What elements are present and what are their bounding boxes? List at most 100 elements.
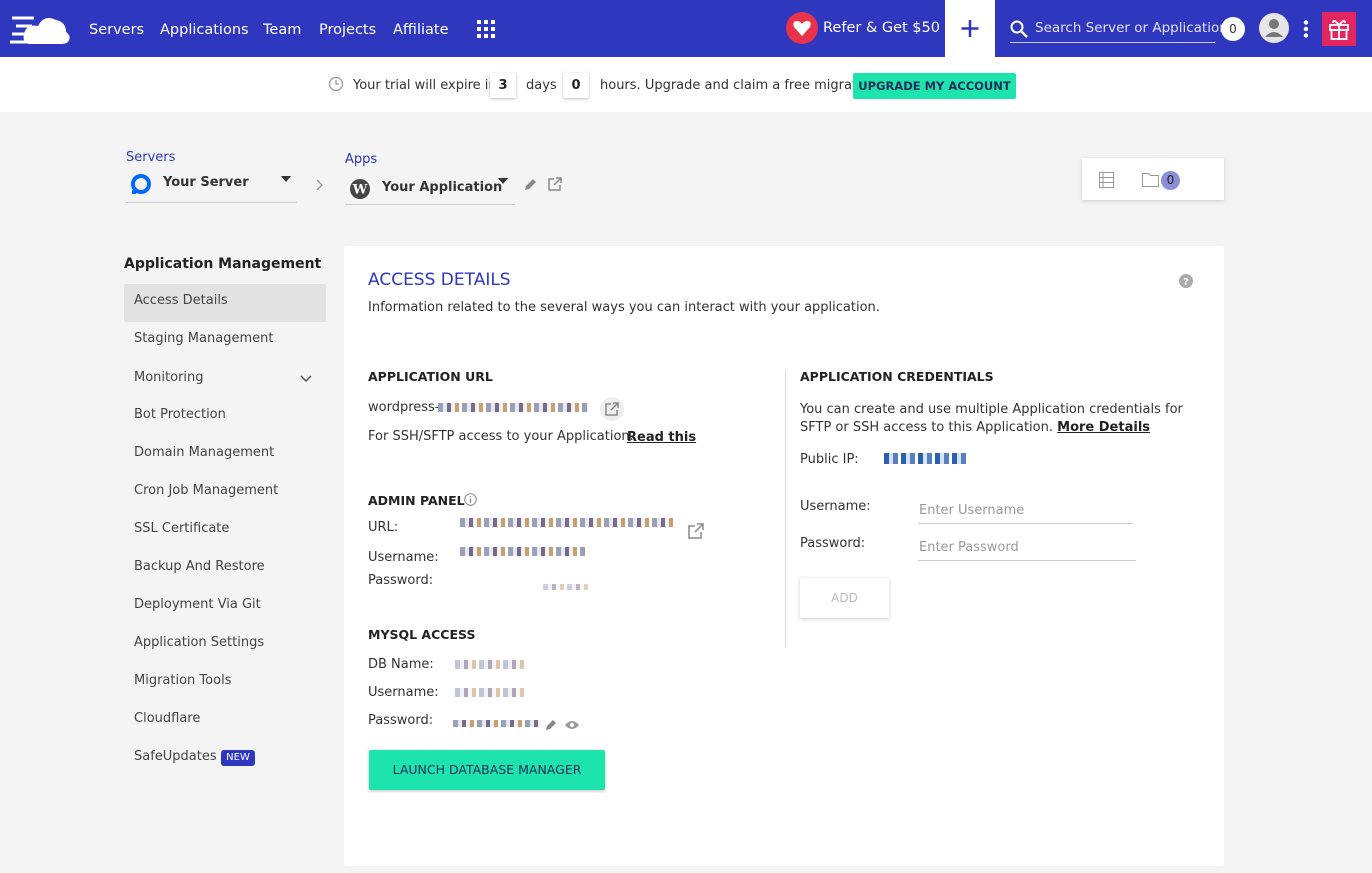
nav-link[interactable]: Team xyxy=(263,22,302,38)
files-badge: 0 xyxy=(1161,171,1180,190)
section-heading: APPLICATION URL xyxy=(368,369,493,384)
sidebar-item[interactable]: Cron Job Management xyxy=(134,483,279,498)
clock-icon xyxy=(328,76,344,92)
search-input[interactable]: Search Server or Application xyxy=(1035,20,1228,36)
folder-icon[interactable] xyxy=(1142,172,1159,187)
sidebar-item[interactable]: Cloudflare xyxy=(134,711,201,726)
field-label: Password: xyxy=(800,536,866,551)
ssh-text: For SSH/SFTP access to your Application. xyxy=(368,429,634,444)
sidebar-item[interactable]: Application Settings xyxy=(134,635,265,650)
logo[interactable] xyxy=(10,10,72,46)
trial-text: hours. Upgrade and claim a free migratio… xyxy=(600,78,877,93)
sidebar-item[interactable]: Backup And Restore xyxy=(134,559,265,574)
app-url[interactable]: wordpress- xyxy=(368,400,440,415)
field-label: Username: xyxy=(800,499,871,514)
divider xyxy=(785,370,786,648)
nav-link[interactable]: Servers xyxy=(89,22,145,38)
sidebar-item[interactable]: Monitoring xyxy=(134,370,204,385)
field-label: Password: xyxy=(368,713,434,728)
external-link[interactable] xyxy=(548,177,562,191)
sidebar-item[interactable]: Deployment Via Git xyxy=(134,597,261,612)
edit-icon[interactable] xyxy=(545,719,557,731)
show-password[interactable] xyxy=(564,719,580,731)
breadcrumb-label: Apps xyxy=(345,152,378,167)
underline xyxy=(126,202,297,203)
sidebar-item[interactable]: Staging Management xyxy=(134,331,274,346)
chevron xyxy=(316,179,323,191)
apps-grid[interactable] xyxy=(477,20,495,38)
section-heading: ADMIN PANEL xyxy=(368,493,465,508)
quick-actions xyxy=(1082,158,1224,200)
sidebar-item[interactable]: Access Details xyxy=(134,293,228,308)
search-icon xyxy=(1010,20,1028,38)
field-label: URL: xyxy=(368,520,399,535)
trial-text: Your trial will expire in xyxy=(353,78,497,93)
field-label: DB Name: xyxy=(368,657,434,672)
field-label: Password: xyxy=(368,573,434,588)
info-icon[interactable] xyxy=(464,493,477,506)
placeholder: Enter Password xyxy=(919,540,1019,555)
hours-count: 0 xyxy=(563,73,589,98)
gift-button[interactable] xyxy=(1322,12,1356,46)
credentials-description: You can create and use multiple Applicat… xyxy=(800,401,1200,437)
external-link[interactable] xyxy=(688,523,704,539)
expand-chevron[interactable] xyxy=(300,375,312,383)
server-icon xyxy=(131,174,151,194)
sidebar-item[interactable]: Bot Protection xyxy=(134,407,226,422)
edit-icon[interactable] xyxy=(524,178,537,191)
sidebar-item[interactable]: SSL Certificate xyxy=(134,521,230,536)
launch-db-button[interactable]: LAUNCH DATABASE MANAGER xyxy=(369,750,605,790)
help-icon[interactable]: ? xyxy=(1179,274,1193,288)
password-input[interactable]: Enter Password xyxy=(918,537,1136,561)
avatar[interactable] xyxy=(1259,13,1289,43)
trial-text: days xyxy=(526,78,557,93)
redacted xyxy=(455,688,525,697)
redacted xyxy=(460,518,675,527)
top-nav xyxy=(0,0,1372,57)
search-underline xyxy=(1010,42,1215,43)
more-menu[interactable] xyxy=(1302,20,1310,38)
username-input[interactable]: Enter Username xyxy=(918,500,1133,524)
nav-link[interactable]: Affiliate xyxy=(393,22,449,38)
app-select[interactable]: Your Application xyxy=(382,180,503,195)
add-credential-button[interactable]: ADD xyxy=(800,578,889,618)
caret xyxy=(281,176,291,182)
section-heading: MYSQL ACCESS xyxy=(368,627,476,642)
caret xyxy=(498,178,508,184)
redacted xyxy=(455,660,525,669)
placeholder: Enter Username xyxy=(919,503,1025,518)
add-button[interactable] xyxy=(945,0,995,57)
notification-badge[interactable]: 0 xyxy=(1221,17,1245,41)
breadcrumb-label: Servers xyxy=(126,150,176,165)
redacted xyxy=(460,547,585,556)
sidebar-item[interactable]: Domain Management xyxy=(134,445,275,460)
external-link[interactable] xyxy=(600,397,624,421)
description-text: You can create and use multiple Applicat… xyxy=(800,402,1183,435)
panel-subtitle: Information related to the several ways … xyxy=(368,300,880,315)
read-this-link[interactable]: Read this xyxy=(627,430,697,445)
list-icon[interactable] xyxy=(1099,172,1114,188)
active-item-bg xyxy=(124,284,326,322)
sidebar-item[interactable]: Migration Tools xyxy=(134,673,232,688)
sidebar-title: Application Management xyxy=(124,256,322,272)
new-badge: NEW xyxy=(221,750,255,766)
field-label: Public IP: xyxy=(800,452,859,467)
days-count: 3 xyxy=(490,73,516,98)
svg-text:?: ? xyxy=(1183,277,1189,288)
server-select[interactable]: Your Server xyxy=(163,175,249,190)
nav-link[interactable]: Projects xyxy=(319,22,377,38)
nav-link[interactable]: Applications xyxy=(160,22,249,38)
wordpress-icon: W xyxy=(350,179,370,199)
redacted xyxy=(453,720,541,727)
more-details-link[interactable]: More Details xyxy=(1057,420,1151,435)
redacted xyxy=(884,453,969,464)
upgrade-button[interactable]: UPGRADE MY ACCOUNT xyxy=(853,73,1016,99)
section-heading: APPLICATION CREDENTIALS xyxy=(800,369,994,384)
refer-link[interactable]: Refer & Get $50 xyxy=(823,20,940,36)
refer-icon[interactable] xyxy=(786,12,818,44)
trial-bar xyxy=(0,57,1372,112)
svg-text:W: W xyxy=(352,183,368,198)
redacted xyxy=(438,403,588,412)
sidebar-item[interactable]: SafeUpdates xyxy=(134,749,217,764)
underline xyxy=(345,204,515,205)
